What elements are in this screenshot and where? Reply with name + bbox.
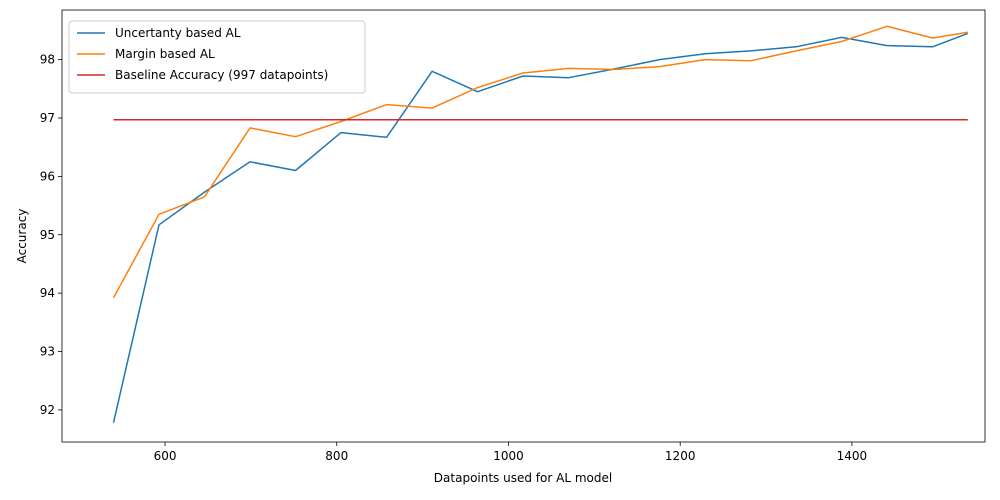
y-axis-label: Accuracy <box>15 209 29 264</box>
x-tick-label: 1400 <box>837 449 868 463</box>
legend-label-2: Baseline Accuracy (997 datapoints) <box>115 68 328 82</box>
legend-box <box>68 20 366 94</box>
legend: Uncertanty based AL Margin based AL Baseli… <box>68 20 366 94</box>
series-line-1 <box>112 25 968 299</box>
y-tick-label: 93 <box>40 345 55 359</box>
x-tick-label: 600 <box>154 449 177 463</box>
y-tick-label: 96 <box>40 169 55 183</box>
legend-label-1: Margin based AL <box>115 47 215 61</box>
x-tick-label: 800 <box>325 449 348 463</box>
legend-label-0: Uncertanty based AL <box>115 26 241 40</box>
y-tick-label: 94 <box>40 286 55 300</box>
series-line-0 <box>112 32 969 423</box>
x-tick-label: 1200 <box>665 449 696 463</box>
y-axis: 92 93 94 95 96 97 98 <box>40 53 62 417</box>
plot-area <box>61 9 986 443</box>
y-tick-label: 92 <box>40 403 55 417</box>
x-axis-label: Datapoints used for AL model <box>434 471 612 485</box>
axes-frame <box>61 9 986 443</box>
y-tick-label: 97 <box>40 111 55 125</box>
x-tick-label: 1000 <box>493 449 524 463</box>
y-tick-label: 98 <box>40 53 55 67</box>
x-axis: 600 800 1000 1200 1400 <box>154 442 868 463</box>
y-tick-label: 95 <box>40 228 55 242</box>
